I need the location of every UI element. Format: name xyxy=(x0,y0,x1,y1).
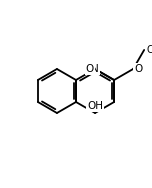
Text: O: O xyxy=(86,64,94,74)
Text: O: O xyxy=(134,64,142,74)
Text: N: N xyxy=(91,64,99,74)
Text: CH₃: CH₃ xyxy=(146,45,152,55)
Text: OH: OH xyxy=(87,101,103,111)
